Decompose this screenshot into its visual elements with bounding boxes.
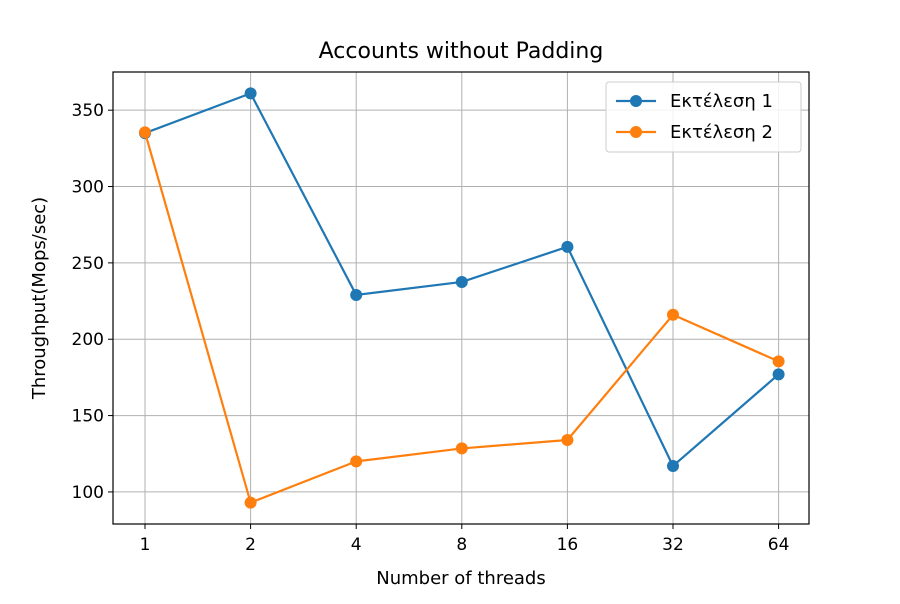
x-tick-label: 64 <box>768 535 790 555</box>
data-point <box>667 459 679 472</box>
y-tick-label: 250 <box>72 254 104 274</box>
y-tick-label: 200 <box>72 330 104 350</box>
data-point <box>561 434 574 447</box>
y-tick-label: 300 <box>72 178 104 198</box>
data-point <box>772 368 785 381</box>
data-point <box>350 455 363 468</box>
y-tick-label: 350 <box>72 101 104 121</box>
legend-box <box>605 81 802 153</box>
chart-title: Accounts without Padding <box>319 39 604 64</box>
y-axis-label: Throughput(Mops/sec) <box>29 197 50 400</box>
legend: Εκτέλεση 1 Εκτέλεση 2 <box>605 81 802 153</box>
legend-item: Εκτέλεση 1 <box>616 91 773 112</box>
x-tick-label: 8 <box>456 535 467 555</box>
x-tick-label: 32 <box>662 535 684 555</box>
y-tick-label: 150 <box>72 407 104 427</box>
x-axis: 1 2 4 8 16 32 64 <box>140 524 790 555</box>
data-point <box>455 442 468 455</box>
legend-marker <box>630 95 642 107</box>
data-point <box>244 87 257 100</box>
data-point <box>455 275 468 288</box>
y-axis: 100 150 200 250 300 350 <box>72 101 113 503</box>
data-point <box>561 240 574 253</box>
x-tick-label: 4 <box>351 535 362 555</box>
legend-label: Εκτέλεση 1 <box>670 91 773 112</box>
series-2 <box>139 126 785 509</box>
data-point <box>772 355 785 368</box>
series-layer <box>139 87 785 509</box>
x-axis-label: Number of threads <box>376 568 545 589</box>
legend-label: Εκτέλεση 2 <box>670 122 773 143</box>
data-point <box>667 308 679 321</box>
x-tick-label: 2 <box>245 535 256 555</box>
data-point <box>139 126 151 139</box>
series-1 <box>139 87 785 472</box>
x-tick-label: 16 <box>557 535 579 555</box>
data-point <box>244 496 257 509</box>
data-point <box>350 288 363 301</box>
x-tick-label: 1 <box>140 535 151 555</box>
plot-frame <box>112 71 810 525</box>
legend-item: Εκτέλεση 2 <box>616 122 773 143</box>
legend-marker <box>630 126 642 138</box>
y-tick-label: 100 <box>72 483 104 503</box>
